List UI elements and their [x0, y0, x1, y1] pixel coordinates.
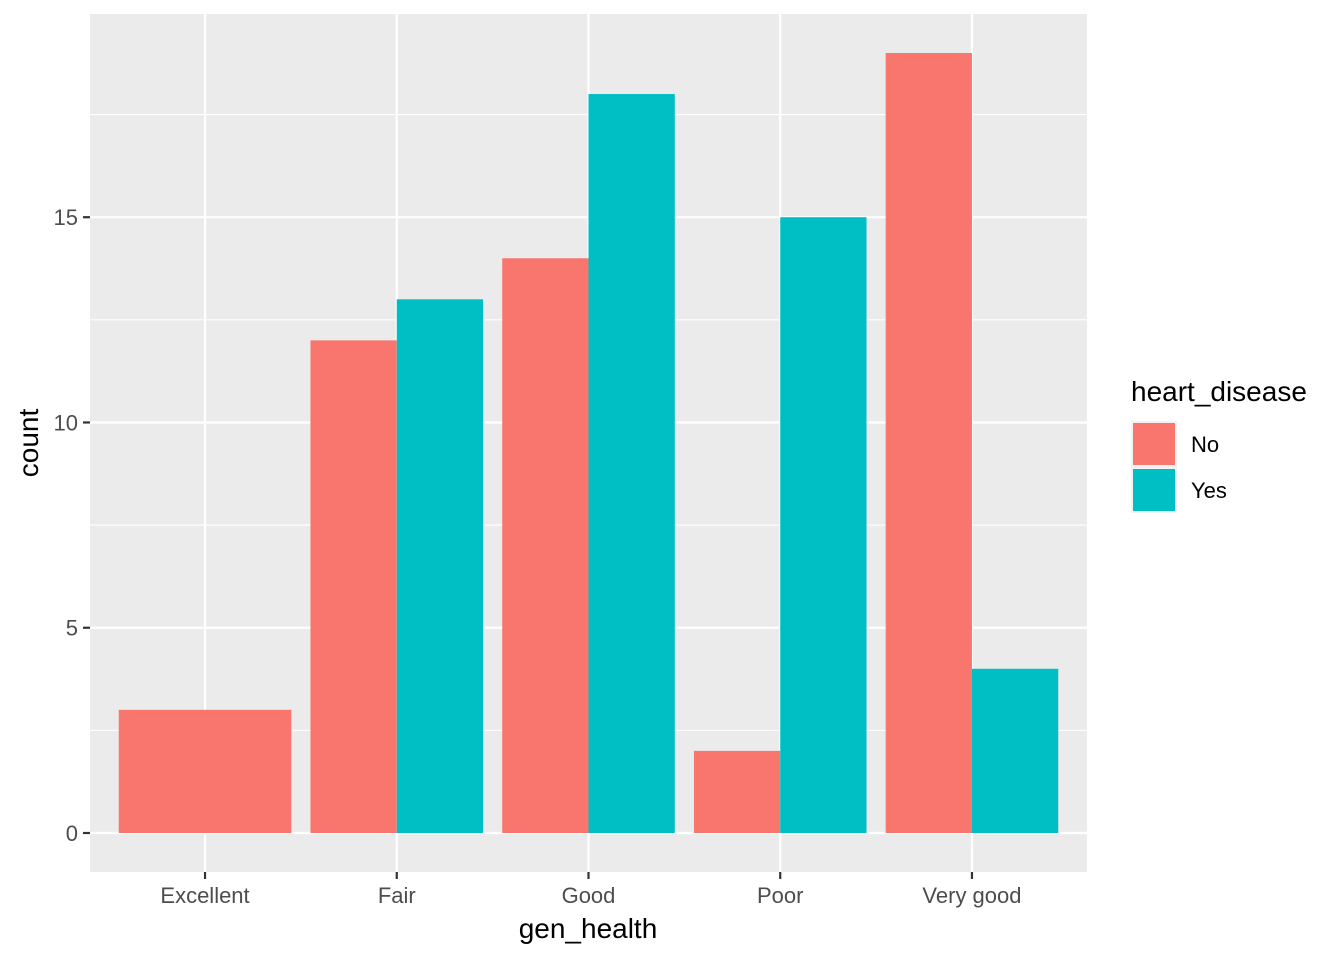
x-tick-label: Very good — [922, 883, 1021, 908]
bar-fair-no — [310, 340, 397, 833]
legend-label-no: No — [1191, 432, 1219, 457]
y-axis-title: count — [13, 409, 44, 478]
legend-label-yes: Yes — [1191, 478, 1227, 503]
bar-excellent-no — [118, 709, 292, 833]
bar-very-good-no — [885, 53, 972, 833]
legend-swatch-yes — [1133, 469, 1175, 511]
bar-good-yes — [588, 94, 675, 834]
legend-swatch-no — [1133, 423, 1175, 465]
y-tick-label: 0 — [66, 821, 78, 846]
bar-poor-yes — [780, 217, 867, 834]
x-tick-label: Fair — [378, 883, 416, 908]
x-axis-title: gen_health — [519, 913, 658, 944]
x-tick-label: Poor — [757, 883, 803, 908]
bars — [118, 53, 1059, 834]
x-tick-label: Excellent — [160, 883, 249, 908]
y-axis: 0 5 10 15 — [54, 205, 90, 846]
bar-fair-yes — [396, 299, 484, 833]
y-tick-label: 5 — [66, 616, 78, 641]
bar-poor-no — [693, 750, 781, 833]
bar-good-no — [502, 258, 589, 833]
legend: heart_disease No Yes — [1131, 376, 1307, 513]
bar-very-good-yes — [971, 668, 1059, 833]
y-tick-label: 10 — [54, 410, 78, 435]
x-axis: Excellent Fair Good Poor Very good — [160, 872, 1022, 908]
x-tick-label: Good — [562, 883, 616, 908]
legend-title: heart_disease — [1131, 376, 1307, 407]
y-tick-label: 15 — [54, 205, 78, 230]
